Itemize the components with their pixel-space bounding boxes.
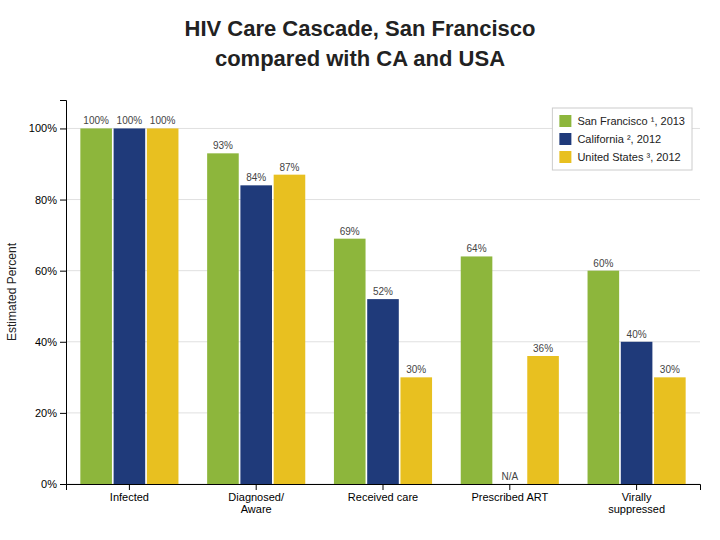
plot: 0% 20% 40% 60% 80% 100% Infected Diagnosed/Awar…: [5, 101, 701, 516]
bar: [461, 256, 493, 484]
y-tick: 80%: [35, 194, 66, 206]
bar: [588, 271, 620, 484]
x-axis-line: [67, 485, 701, 491]
data-label: 93%: [213, 140, 233, 151]
x-tick-mark: [636, 484, 637, 490]
bar: [80, 128, 112, 484]
x-tick-label: Infected: [110, 491, 149, 503]
bar: [240, 185, 272, 484]
data-label: 52%: [373, 286, 393, 297]
bar-series: [114, 128, 653, 484]
y-tick: 60%: [35, 265, 66, 277]
bar: [207, 153, 239, 484]
data-label: 30%: [406, 364, 426, 375]
legend-label: United States ³, 2012: [577, 151, 680, 163]
y-tick-label: 80%: [35, 194, 57, 206]
y-axis: 0% 20% 40% 60% 80% 100%: [29, 101, 67, 491]
y-tick-mark: [60, 342, 66, 343]
data-label: 64%: [467, 243, 487, 254]
legend-label: San Francisco ¹, 2013: [577, 115, 685, 127]
bar: [274, 175, 306, 484]
y-tick-label: 20%: [35, 407, 57, 419]
x-axis: Infected Diagnosed/Aware Received care Pres…: [67, 484, 701, 515]
legend-background: [552, 108, 692, 170]
chart-container: HIV Care Cascade, San Francisco compared …: [0, 0, 720, 540]
bar: [400, 377, 432, 484]
y-tick: 40%: [35, 336, 66, 348]
bar-series: [80, 128, 619, 484]
x-tick-label: Diagnosed/Aware: [228, 491, 285, 516]
x-tick-mark: [509, 484, 510, 490]
legend-label: California ², 2012: [577, 133, 661, 145]
legend-swatch: [559, 133, 571, 145]
y-tick: 0%: [41, 478, 66, 490]
data-label: 30%: [660, 364, 680, 375]
y-tick-mark: [60, 128, 66, 129]
bar: [147, 128, 179, 484]
bar-series: [147, 128, 686, 484]
data-label: 69%: [340, 226, 360, 237]
y-tick-label: 0%: [41, 478, 57, 490]
subtitle: compared with CA and USA: [215, 46, 505, 71]
bar: [654, 377, 686, 484]
legend: San Francisco ¹, 2013 California ², 2012 U…: [552, 108, 692, 170]
y-axis-title: Estimated Percent: [5, 242, 19, 341]
bar: [367, 299, 399, 484]
data-label: 40%: [627, 329, 647, 340]
data-label: N/A: [501, 471, 518, 482]
x-tick-mark: [129, 484, 130, 490]
legend-item: San Francisco ¹, 2013: [559, 115, 685, 127]
legend-swatch: [559, 151, 571, 163]
bar: [527, 356, 559, 484]
x-tick-label: Virallysuppressed: [608, 491, 665, 516]
x-tick: Virallysuppressed: [608, 484, 665, 515]
x-tick-label: Prescribed ART: [471, 491, 548, 503]
data-label: 36%: [533, 343, 553, 354]
x-tick-mark: [383, 484, 384, 490]
x-tick: Diagnosed/Aware: [228, 484, 285, 515]
bar: [114, 128, 146, 484]
y-tick-mark: [60, 484, 66, 485]
y-tick-mark: [60, 271, 66, 272]
y-tick: 20%: [35, 407, 66, 419]
y-tick-label: 60%: [35, 265, 57, 277]
x-tick-label: Received care: [348, 491, 418, 503]
data-label: 87%: [279, 162, 299, 173]
x-tick-mark: [256, 484, 257, 490]
data-label: 60%: [593, 258, 613, 269]
legend-swatch: [559, 115, 571, 127]
data-label: 100%: [83, 115, 109, 126]
bar: [494, 484, 526, 485]
x-tick: Infected: [110, 484, 149, 503]
y-tick-label: 40%: [35, 336, 57, 348]
data-label: 100%: [150, 115, 176, 126]
chart-svg: HIV Care Cascade, San Francisco compared …: [0, 0, 720, 540]
x-tick: Prescribed ART: [471, 484, 548, 503]
legend-item: California ², 2012: [559, 133, 661, 145]
y-tick-mark: [60, 413, 66, 414]
bar: [334, 239, 366, 484]
grid: [66, 128, 700, 484]
y-tick-label: 100%: [29, 122, 57, 134]
title: HIV Care Cascade, San Francisco: [185, 16, 536, 41]
y-tick: 100%: [29, 122, 66, 134]
legend-item: United States ³, 2012: [559, 151, 680, 163]
bars: [80, 128, 685, 484]
data-label: 84%: [246, 172, 266, 183]
bar: [621, 342, 653, 484]
y-axis-line: [60, 101, 67, 485]
x-tick: Received care: [348, 484, 418, 503]
data-label: 100%: [117, 115, 143, 126]
y-tick-mark: [60, 200, 66, 201]
